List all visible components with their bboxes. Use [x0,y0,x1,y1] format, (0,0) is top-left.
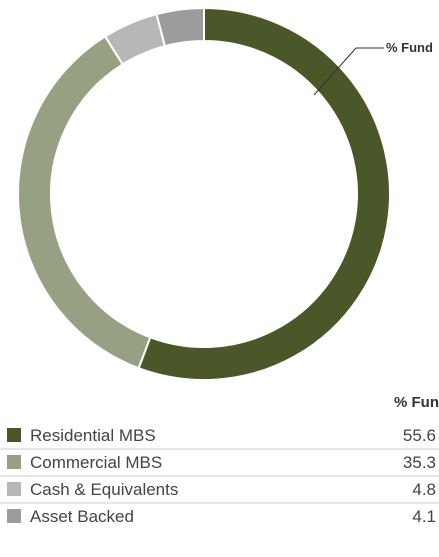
legend-row-residential-mbs: Residential MBS 55.6 [0,426,439,450]
legend-swatch [7,428,21,442]
donut-slice-residential-mbs [137,6,392,381]
callout: % Fund [313,40,433,96]
legend-swatch [7,455,21,469]
legend-swatch [7,482,21,496]
legend-label: Commercial MBS [30,453,162,472]
table-header: % Fund [394,394,439,411]
legend-value: 35.3 [403,453,436,472]
legend-row-commercial-mbs: Commercial MBS 35.3 [0,453,439,477]
callout-leader-line [313,47,357,96]
legend-label: Asset Backed [30,507,134,526]
legend-table: Residential MBS 55.6 Commercial MBS 35.3 Cas… [0,426,439,526]
legend-swatch [7,509,21,523]
legend-label: Cash & Equivalents [30,480,178,499]
legend-value: 4.8 [412,480,436,499]
legend-row-asset-backed: Asset Backed 4.1 [7,507,436,526]
donut-slice-asset-backed [155,6,205,48]
donut-chart [17,6,392,381]
legend-value: 55.6 [403,426,436,445]
callout-label: % Fund [386,40,433,55]
legend-value: 4.1 [412,507,436,526]
donut-slice-commercial-mbs [17,35,152,370]
legend-row-cash-equivalents: Cash & Equivalents 4.8 [0,480,439,504]
legend-label: Residential MBS [30,426,156,445]
